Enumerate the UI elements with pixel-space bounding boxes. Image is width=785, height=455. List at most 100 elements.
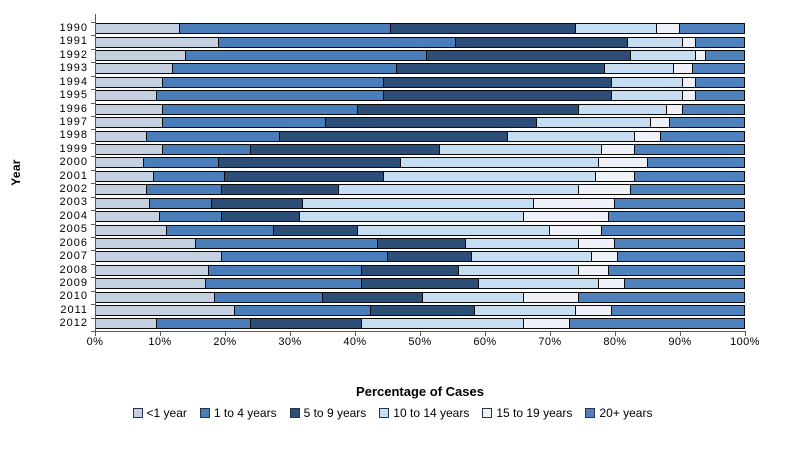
bar-segment <box>95 103 164 115</box>
x-tick-mark <box>290 331 291 336</box>
bar-segment <box>455 36 628 48</box>
y-tick-mark <box>91 102 95 104</box>
bar-segment <box>608 264 745 276</box>
y-tick-label: 2003 <box>59 196 88 209</box>
bar-segment <box>634 170 745 182</box>
bar-segment <box>605 63 674 75</box>
bar-segment <box>683 103 745 115</box>
bar-row-2011 <box>95 304 745 317</box>
x-axis-labels: 0% 10% 20% 30% 40% 50% 60% 70% 80% 90% 100% <box>87 336 760 350</box>
bar-segment <box>166 224 274 236</box>
bar-segment <box>95 237 196 249</box>
bar-segment <box>371 305 476 317</box>
bar-segment <box>195 237 378 249</box>
x-tick-label: 70% <box>538 336 562 348</box>
y-tick-mark <box>91 210 95 212</box>
bar-segment <box>273 224 359 236</box>
bar-segment <box>221 251 388 263</box>
bar-segment <box>533 197 615 209</box>
y-tick-mark <box>91 75 95 77</box>
bar-segment <box>218 157 401 169</box>
bar-segment <box>615 197 745 209</box>
bar-segment <box>95 23 180 35</box>
bar-segment <box>325 117 537 129</box>
y-tick-mark <box>91 331 95 332</box>
bar-segment <box>95 130 147 142</box>
y-tick-mark <box>91 156 95 158</box>
bar-segment <box>225 170 385 182</box>
bar-segment <box>579 237 615 249</box>
legend-item: 20+ years <box>585 406 652 420</box>
y-tick-label: 2008 <box>59 263 88 276</box>
bar-row-1992 <box>95 49 745 62</box>
legend-swatch <box>289 408 300 418</box>
bar-segment <box>507 130 635 142</box>
bar-segment <box>602 224 745 236</box>
bar-row-1990 <box>95 22 745 35</box>
x-tick-label: 10% <box>148 336 172 348</box>
y-tick-mark <box>91 290 95 292</box>
bar-segment <box>615 237 745 249</box>
x-tick-mark <box>225 331 226 336</box>
bar-segment <box>459 264 580 276</box>
legend-swatch <box>199 408 210 418</box>
legend-item: <1 year <box>132 406 187 420</box>
bar-segment <box>706 50 745 62</box>
bar-segment <box>95 50 186 62</box>
bar-segment <box>598 157 648 169</box>
bar-segment <box>650 117 671 129</box>
y-tick-mark <box>91 304 95 306</box>
bar-segment <box>338 184 580 196</box>
bar-row-1997 <box>95 116 745 129</box>
bar-segment <box>667 103 684 115</box>
legend: <1 year 1 to 4 years 5 to 9 years 10 to 14 … <box>0 406 785 420</box>
bar-segment <box>624 278 745 290</box>
bar-segment <box>95 251 222 263</box>
y-tick-label: 2001 <box>59 169 88 182</box>
bar-segment <box>475 305 576 317</box>
bar-segment <box>579 291 745 303</box>
legend-swatch <box>482 408 493 418</box>
legend-label: 20+ years <box>599 406 653 420</box>
y-tick-mark <box>91 223 95 225</box>
bar-segment <box>156 318 251 330</box>
bar-segment <box>478 278 599 290</box>
bar-segment <box>377 237 466 249</box>
x-tick-mark <box>420 331 421 336</box>
bar-row-2008 <box>95 264 745 277</box>
bar-row-2009 <box>95 277 745 290</box>
bar-row-1996 <box>95 103 745 116</box>
bar-segment <box>147 130 281 142</box>
bar-segment <box>524 318 570 330</box>
bar-segment <box>634 130 661 142</box>
bar-segment <box>465 237 580 249</box>
y-axis-labels: 1990 1991 1992 1993 1994 1995 1996 1997 1998 1999… <box>36 22 88 331</box>
bar-segment <box>598 278 625 290</box>
bar-segment <box>95 63 173 75</box>
bar-segment <box>173 63 398 75</box>
bar-row-1998 <box>95 129 745 142</box>
bar-segment <box>696 50 706 62</box>
y-tick-label: 1996 <box>59 102 88 115</box>
bar-segment <box>592 251 619 263</box>
bar-segment <box>579 264 609 276</box>
bar-segment <box>163 76 385 88</box>
bar-row-2010 <box>95 290 745 303</box>
bar-segment <box>205 278 362 290</box>
y-tick-label: 2005 <box>59 223 88 236</box>
y-tick-mark <box>91 116 95 118</box>
bar-segment <box>221 211 300 223</box>
legend-swatch <box>132 408 143 418</box>
bar-segment <box>218 36 456 48</box>
bar-segment <box>95 36 219 48</box>
legend-item: 15 to 19 years <box>482 406 572 420</box>
x-tick-label: 60% <box>473 336 497 348</box>
x-tick-mark <box>160 331 161 336</box>
bar-segment <box>611 76 684 88</box>
x-axis-title: Percentage of Cases <box>356 384 484 399</box>
y-axis-line <box>95 14 96 331</box>
bar-segment <box>95 264 209 276</box>
bar-segment <box>384 90 612 102</box>
bar-segment <box>390 23 576 35</box>
